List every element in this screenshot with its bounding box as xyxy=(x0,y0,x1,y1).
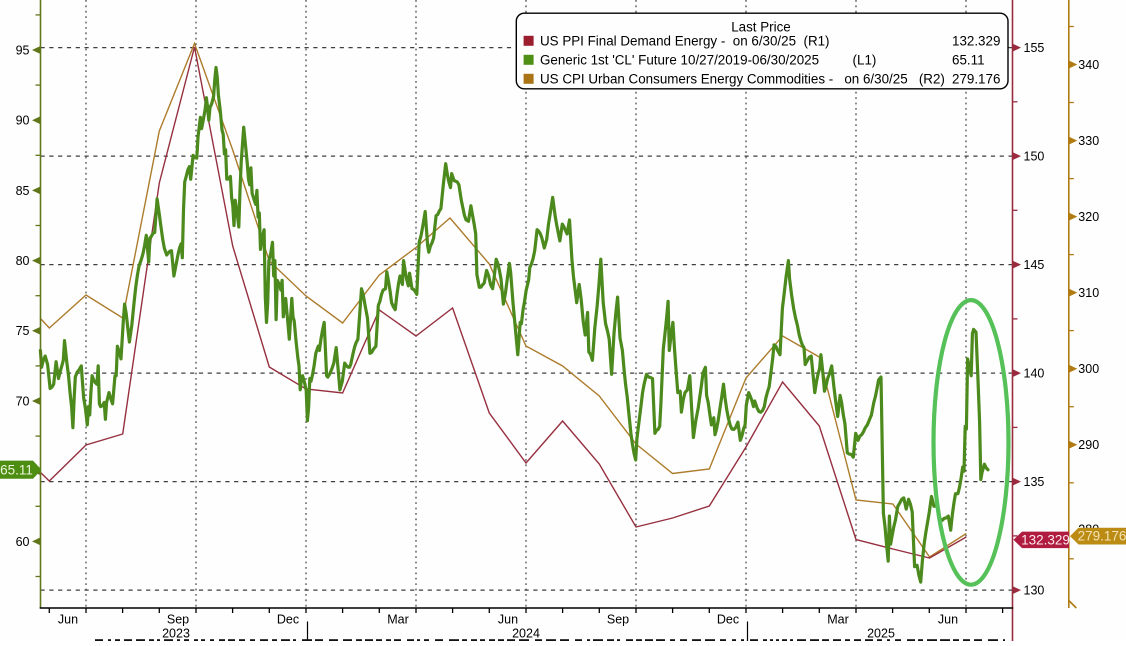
svg-text:279.176: 279.176 xyxy=(952,71,1000,86)
svg-text:65.11: 65.11 xyxy=(952,52,985,67)
svg-text:135: 135 xyxy=(1024,475,1045,489)
svg-text:85: 85 xyxy=(16,184,30,198)
svg-text:145: 145 xyxy=(1024,258,1045,272)
svg-text:US PPI Final Demand Energy -: US PPI Final Demand Energy - on 6/30/25 … xyxy=(540,33,830,48)
svg-text:150: 150 xyxy=(1024,150,1045,164)
svg-text:65.11: 65.11 xyxy=(0,462,33,477)
svg-text:Jun: Jun xyxy=(938,613,958,627)
svg-text:2025: 2025 xyxy=(867,627,895,641)
svg-text:340: 340 xyxy=(1078,58,1099,72)
svg-text:70: 70 xyxy=(16,394,30,408)
svg-text:Mar: Mar xyxy=(827,613,849,627)
svg-text:2023: 2023 xyxy=(162,627,190,641)
svg-text:320: 320 xyxy=(1078,210,1099,224)
svg-text:290: 290 xyxy=(1078,438,1099,452)
svg-text:Dec: Dec xyxy=(717,613,739,627)
svg-text:80: 80 xyxy=(16,254,30,268)
svg-text:95: 95 xyxy=(16,43,30,57)
svg-text:90: 90 xyxy=(16,114,30,128)
svg-text:300: 300 xyxy=(1078,362,1099,376)
svg-text:Jun: Jun xyxy=(58,613,78,627)
svg-text:310: 310 xyxy=(1078,286,1099,300)
svg-text:132.329: 132.329 xyxy=(1021,533,1070,548)
svg-text:Last Price: Last Price xyxy=(731,20,791,35)
svg-text:140: 140 xyxy=(1024,367,1045,381)
svg-text:130: 130 xyxy=(1024,584,1045,598)
svg-text:Generic 1st 'CL' Future 10/27/: Generic 1st 'CL' Future 10/27/2019-06/30… xyxy=(540,52,876,67)
svg-text:330: 330 xyxy=(1078,134,1099,148)
svg-text:2024: 2024 xyxy=(512,627,540,641)
svg-text:Dec: Dec xyxy=(277,613,299,627)
svg-text:75: 75 xyxy=(16,324,30,338)
svg-text:60: 60 xyxy=(16,535,30,549)
svg-text:US CPI Urban Consumers Energy: US CPI Urban Consumers Energy Commoditie… xyxy=(540,71,945,86)
svg-text:132.329: 132.329 xyxy=(952,33,1000,48)
svg-text:Mar: Mar xyxy=(387,613,409,627)
svg-text:Sep: Sep xyxy=(167,613,189,627)
svg-text:Jun: Jun xyxy=(498,613,518,627)
svg-text:155: 155 xyxy=(1024,41,1045,55)
svg-text:279.176: 279.176 xyxy=(1078,529,1126,544)
svg-text:Sep: Sep xyxy=(607,613,629,627)
